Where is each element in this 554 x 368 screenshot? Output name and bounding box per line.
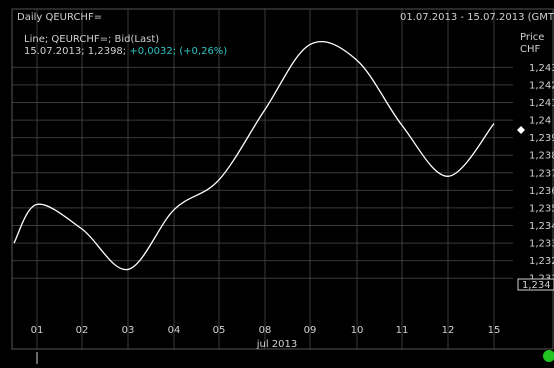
legend-series-label: Line; QEURCHF=; Bid(Last) bbox=[24, 34, 159, 45]
x-tick-label: 01 bbox=[31, 325, 44, 336]
x-tick-label: 03 bbox=[122, 325, 135, 336]
x-axis-month-label: jul 2013 bbox=[256, 339, 298, 350]
last-value-tag: 1,234 bbox=[517, 278, 554, 291]
y-tick-label: 1,235 bbox=[529, 203, 554, 214]
y-tick-label: 1,233 bbox=[529, 239, 554, 250]
current-price-marker-icon bbox=[517, 126, 525, 134]
x-tick-label: 04 bbox=[168, 325, 181, 336]
last-value-tag-box bbox=[517, 278, 554, 291]
x-tick-label: 10 bbox=[351, 325, 364, 336]
chart-title: Daily QEURCHF= bbox=[17, 12, 102, 23]
vertical-gridlines bbox=[36, 9, 495, 349]
x-tick-label: 12 bbox=[442, 325, 455, 336]
date-range: 01.07.2013 - 15.07.2013 (GMT bbox=[400, 12, 554, 23]
y-tick-label: 1,232 bbox=[529, 256, 554, 267]
plot-frame bbox=[11, 8, 554, 350]
status-dot-icon[interactable] bbox=[543, 350, 554, 362]
legend-last-value: 15.07.2013; 1,2398; bbox=[24, 46, 129, 57]
y-tick-label: 1,243 bbox=[529, 63, 554, 74]
y-tick-label: 1,239 bbox=[529, 133, 554, 144]
x-tick-label: 02 bbox=[76, 325, 89, 336]
x-tick-label: 09 bbox=[304, 325, 317, 336]
x-tick-label: 15 bbox=[488, 325, 501, 336]
x-axis-ticks: 01 02 03 04 05 08 09 10 11 12 15 bbox=[31, 325, 501, 336]
y-tick-label: 1,241 bbox=[529, 98, 554, 109]
y-axis-title: Price bbox=[520, 32, 544, 43]
y-tick-label: 1,242 bbox=[529, 80, 554, 91]
y-tick-label: 1,24 bbox=[529, 116, 551, 127]
x-tick-label: 05 bbox=[213, 325, 226, 336]
y-tick-label: 1,234 bbox=[529, 221, 554, 232]
horizontal-gridlines bbox=[12, 66, 513, 279]
legend-change: +0,0032; (+0,26%) bbox=[129, 46, 227, 57]
y-tick-label: 1,238 bbox=[529, 151, 554, 162]
legend-last-point: 15.07.2013; 1,2398; +0,0032; (+0,26%) bbox=[24, 46, 227, 57]
y-axis-ticks: 1,2311,2321,2331,2341,2351,2361,2371,238… bbox=[529, 63, 554, 285]
price-series-line bbox=[13, 40, 495, 271]
last-value-tag-text: 1,234 bbox=[522, 280, 551, 291]
y-tick-label: 1,237 bbox=[529, 168, 554, 179]
x-tick-label: 11 bbox=[396, 325, 409, 336]
y-axis-unit: CHF bbox=[520, 44, 541, 55]
x-tick-label: 08 bbox=[259, 325, 272, 336]
y-tick-label: 1,236 bbox=[529, 186, 554, 197]
